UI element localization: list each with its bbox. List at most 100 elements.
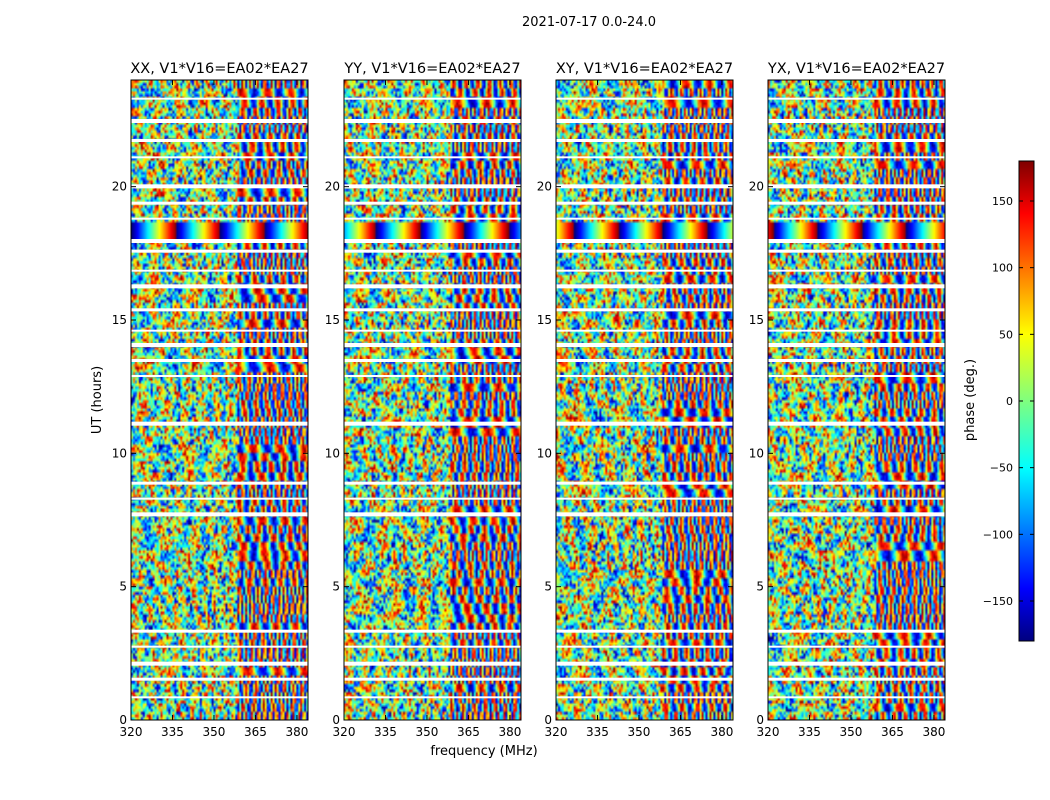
- flagged-row: [768, 156, 945, 159]
- x-tick-label: 350: [840, 725, 863, 739]
- flagged-row: [344, 696, 521, 699]
- x-tick-label: 320: [757, 725, 780, 739]
- y-tick-label: 10: [537, 446, 552, 460]
- flagged-row: [344, 645, 521, 648]
- y-tick-label: 10: [325, 446, 340, 460]
- x-tick-label: 320: [120, 725, 143, 739]
- flagged-row: [556, 269, 733, 272]
- y-tick-label: 0: [756, 713, 764, 727]
- y-tick-label: 20: [537, 180, 552, 194]
- flagged-row: [556, 677, 733, 681]
- x-tick-label: 380: [922, 725, 945, 739]
- y-tick-label: 15: [537, 313, 552, 327]
- flagged-row: [768, 645, 945, 648]
- y-tick-label: 15: [325, 313, 340, 327]
- flagged-row: [131, 308, 308, 312]
- y-tick-label: 0: [332, 713, 340, 727]
- panel-title: YY, V1*V16=EA02*EA27: [343, 61, 520, 77]
- x-tick-label: 365: [669, 725, 692, 739]
- flagged-row: [556, 284, 733, 289]
- flagged-row: [131, 269, 308, 272]
- flagged-row: [556, 696, 733, 699]
- x-tick-label: 365: [881, 725, 904, 739]
- flagged-row: [131, 512, 308, 517]
- panel-yx: YX, V1*V16=EA02*EA27 320 335 350 365 380 0 5 10 1…: [749, 61, 946, 739]
- flagged-row: [131, 481, 308, 485]
- flagged-row: [131, 677, 308, 681]
- colorbar-tick-label: −50: [990, 462, 1013, 475]
- flagged-row: [768, 497, 945, 500]
- y-tick-label: 5: [544, 580, 552, 594]
- flagged-row: [768, 481, 945, 485]
- flagged-row: [344, 329, 521, 332]
- flagged-row: [556, 308, 733, 312]
- flagged-row: [556, 359, 733, 362]
- flagged-row: [556, 119, 733, 123]
- flagged-row: [344, 497, 521, 500]
- x-tick-label: 320: [545, 725, 568, 739]
- flagged-row: [344, 119, 521, 123]
- flagged-row: [556, 512, 733, 517]
- x-tick-label: 350: [416, 725, 439, 739]
- flagged-row: [344, 269, 521, 272]
- colorbar-tick-label: 150: [992, 195, 1013, 208]
- flagged-row: [768, 343, 945, 347]
- flagged-row: [131, 359, 308, 362]
- colorbar-tick-label: 0: [1006, 395, 1013, 408]
- x-tick-label: 320: [333, 725, 356, 739]
- flagged-row: [131, 375, 308, 377]
- y-tick-label: 0: [544, 713, 552, 727]
- flagged-row: [131, 645, 308, 648]
- flagged-row: [131, 329, 308, 332]
- flagged-row: [344, 375, 521, 377]
- flagged-row: [131, 97, 308, 100]
- panel-frame: [343, 79, 522, 721]
- panels: XX, V1*V16=EA02*EA27 320 335 350 365 380 0 5 10 1…: [112, 61, 946, 739]
- flagged-row: [768, 217, 945, 220]
- flagged-row: [768, 249, 945, 253]
- flagged-row: [556, 329, 733, 332]
- flagged-row: [556, 481, 733, 485]
- flagged-row: [344, 284, 521, 289]
- flagged-row: [768, 329, 945, 332]
- phase-heatmap: [131, 80, 308, 720]
- colorbar: −150 −100 −50 0 50 100 150 phase (deg.): [963, 160, 1035, 642]
- flagged-row: [556, 97, 733, 100]
- y-tick-label: 15: [749, 313, 764, 327]
- flagged-row: [768, 696, 945, 699]
- flagged-row: [344, 421, 521, 426]
- panel-xx: XX, V1*V16=EA02*EA27 320 335 350 365 380 0 5 10 1…: [112, 61, 309, 739]
- flagged-row: [131, 696, 308, 699]
- flagged-row: [556, 156, 733, 159]
- flagged-row: [768, 512, 945, 517]
- flagged-row: [556, 239, 733, 243]
- flagged-row: [344, 249, 521, 253]
- flagged-row: [131, 343, 308, 347]
- flagged-row: [556, 184, 733, 189]
- flagged-row: [768, 308, 945, 312]
- flagged-row: [344, 97, 521, 100]
- colorbar-tick-label: 50: [999, 328, 1013, 341]
- flagged-row: [344, 184, 521, 189]
- y-tick-label: 10: [749, 446, 764, 460]
- flagged-row: [344, 201, 521, 205]
- x-tick-label: 335: [374, 725, 397, 739]
- x-tick-label: 335: [161, 725, 184, 739]
- colorbar-ticks: −150 −100 −50 0 50 100 150: [983, 195, 1034, 608]
- y-tick-label: 20: [325, 180, 340, 194]
- flagged-row: [768, 359, 945, 362]
- x-tick-label: 380: [285, 725, 308, 739]
- flagged-row: [131, 284, 308, 289]
- flagged-row: [556, 249, 733, 253]
- y-tick-label: 0: [119, 713, 127, 727]
- panel-frame: [767, 79, 946, 721]
- flagged-row: [768, 184, 945, 189]
- flagged-row: [556, 421, 733, 426]
- flagged-row: [344, 239, 521, 243]
- flagged-row: [556, 629, 733, 633]
- flagged-row: [344, 156, 521, 159]
- panel-frame: [130, 79, 309, 721]
- flagged-row: [344, 139, 521, 142]
- colorbar-label: phase (deg.): [963, 359, 978, 441]
- x-tick-label: 335: [798, 725, 821, 739]
